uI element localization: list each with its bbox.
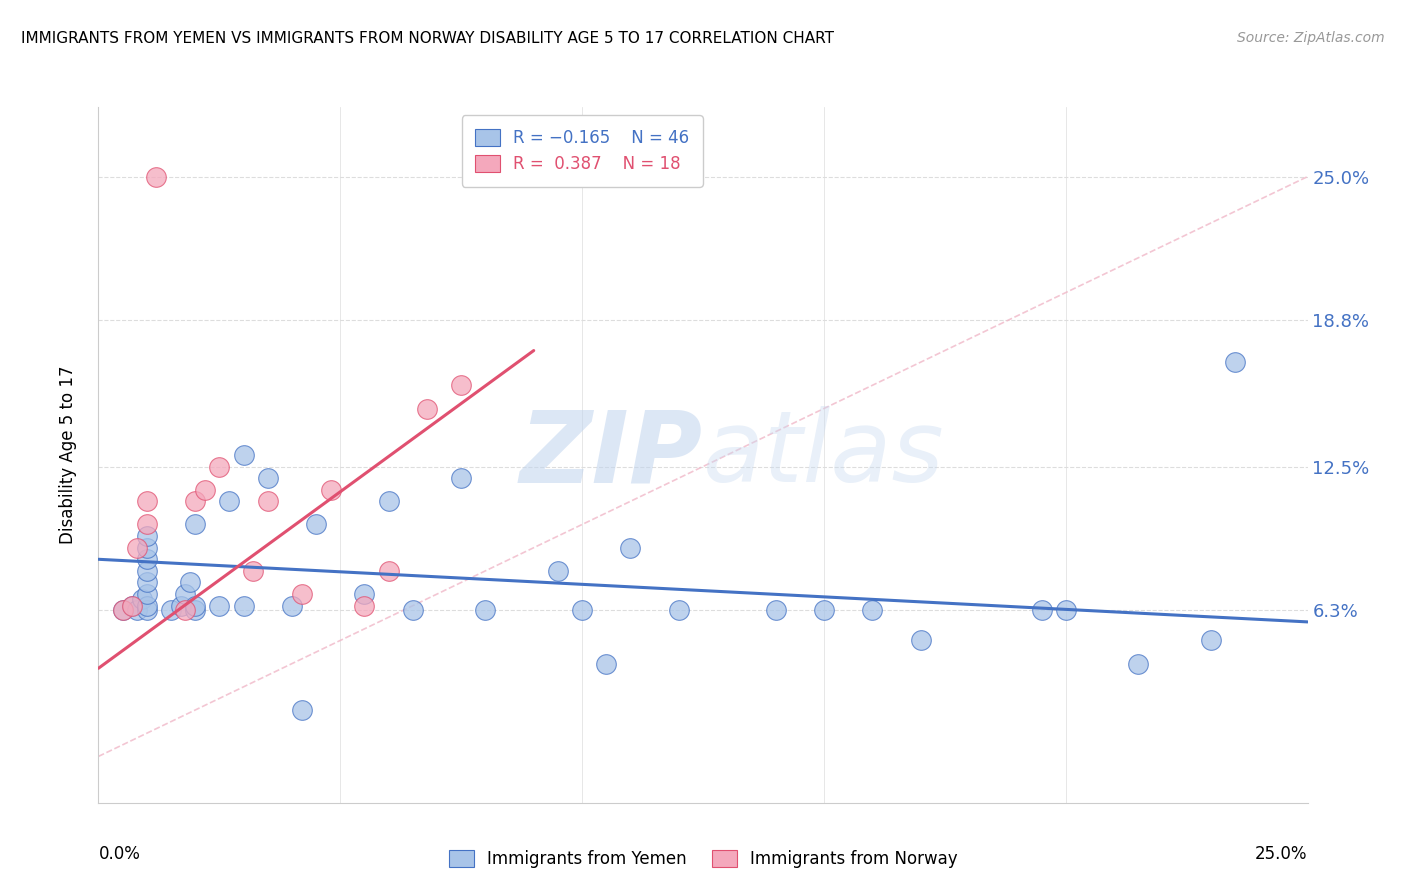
Point	[232, 599, 254, 613]
Point	[353, 587, 375, 601]
Point	[135, 599, 157, 613]
Point	[377, 494, 399, 508]
Point	[290, 587, 312, 601]
Point	[1128, 657, 1150, 671]
Point	[111, 603, 134, 617]
Point	[135, 587, 157, 601]
Point	[174, 603, 197, 617]
Point	[242, 564, 264, 578]
Point	[256, 494, 278, 508]
Point	[127, 603, 149, 617]
Text: 25.0%: 25.0%	[1256, 845, 1308, 863]
Point	[595, 657, 617, 671]
Point	[668, 603, 690, 617]
Point	[218, 494, 240, 508]
Point	[813, 603, 835, 617]
Point	[135, 517, 157, 532]
Point	[131, 591, 153, 606]
Point	[174, 587, 197, 601]
Point	[1031, 603, 1053, 617]
Point	[160, 603, 183, 617]
Point	[281, 599, 304, 613]
Point	[1223, 355, 1246, 369]
Point	[377, 564, 399, 578]
Legend: R = −0.165    N = 46, R =  0.387    N = 18: R = −0.165 N = 46, R = 0.387 N = 18	[461, 115, 703, 186]
Point	[1054, 603, 1077, 617]
Point	[450, 471, 472, 485]
Point	[402, 603, 425, 617]
Point	[571, 603, 593, 617]
Text: atlas: atlas	[703, 407, 945, 503]
Point	[135, 603, 157, 617]
Point	[256, 471, 278, 485]
Point	[184, 603, 207, 617]
Point	[121, 599, 143, 613]
Point	[474, 603, 496, 617]
Point	[127, 541, 149, 555]
Point	[179, 575, 201, 590]
Point	[547, 564, 569, 578]
Text: Source: ZipAtlas.com: Source: ZipAtlas.com	[1237, 31, 1385, 45]
Point	[619, 541, 641, 555]
Point	[121, 599, 143, 613]
Text: ZIP: ZIP	[520, 407, 703, 503]
Point	[765, 603, 787, 617]
Point	[135, 529, 157, 543]
Point	[319, 483, 342, 497]
Point	[135, 494, 157, 508]
Point	[208, 599, 231, 613]
Point	[910, 633, 932, 648]
Point	[194, 483, 217, 497]
Point	[416, 401, 439, 416]
Point	[135, 564, 157, 578]
Legend: Immigrants from Yemen, Immigrants from Norway: Immigrants from Yemen, Immigrants from N…	[441, 843, 965, 875]
Point	[184, 494, 207, 508]
Point	[111, 603, 134, 617]
Point	[860, 603, 883, 617]
Y-axis label: Disability Age 5 to 17: Disability Age 5 to 17	[59, 366, 77, 544]
Point	[290, 703, 312, 717]
Point	[450, 378, 472, 392]
Point	[1199, 633, 1222, 648]
Point	[208, 459, 231, 474]
Point	[184, 599, 207, 613]
Point	[135, 541, 157, 555]
Point	[353, 599, 375, 613]
Point	[169, 599, 191, 613]
Point	[145, 169, 167, 184]
Point	[305, 517, 328, 532]
Point	[184, 517, 207, 532]
Point	[232, 448, 254, 462]
Text: IMMIGRANTS FROM YEMEN VS IMMIGRANTS FROM NORWAY DISABILITY AGE 5 TO 17 CORRELATI: IMMIGRANTS FROM YEMEN VS IMMIGRANTS FROM…	[21, 31, 834, 46]
Point	[135, 552, 157, 566]
Text: 0.0%: 0.0%	[98, 845, 141, 863]
Point	[135, 575, 157, 590]
